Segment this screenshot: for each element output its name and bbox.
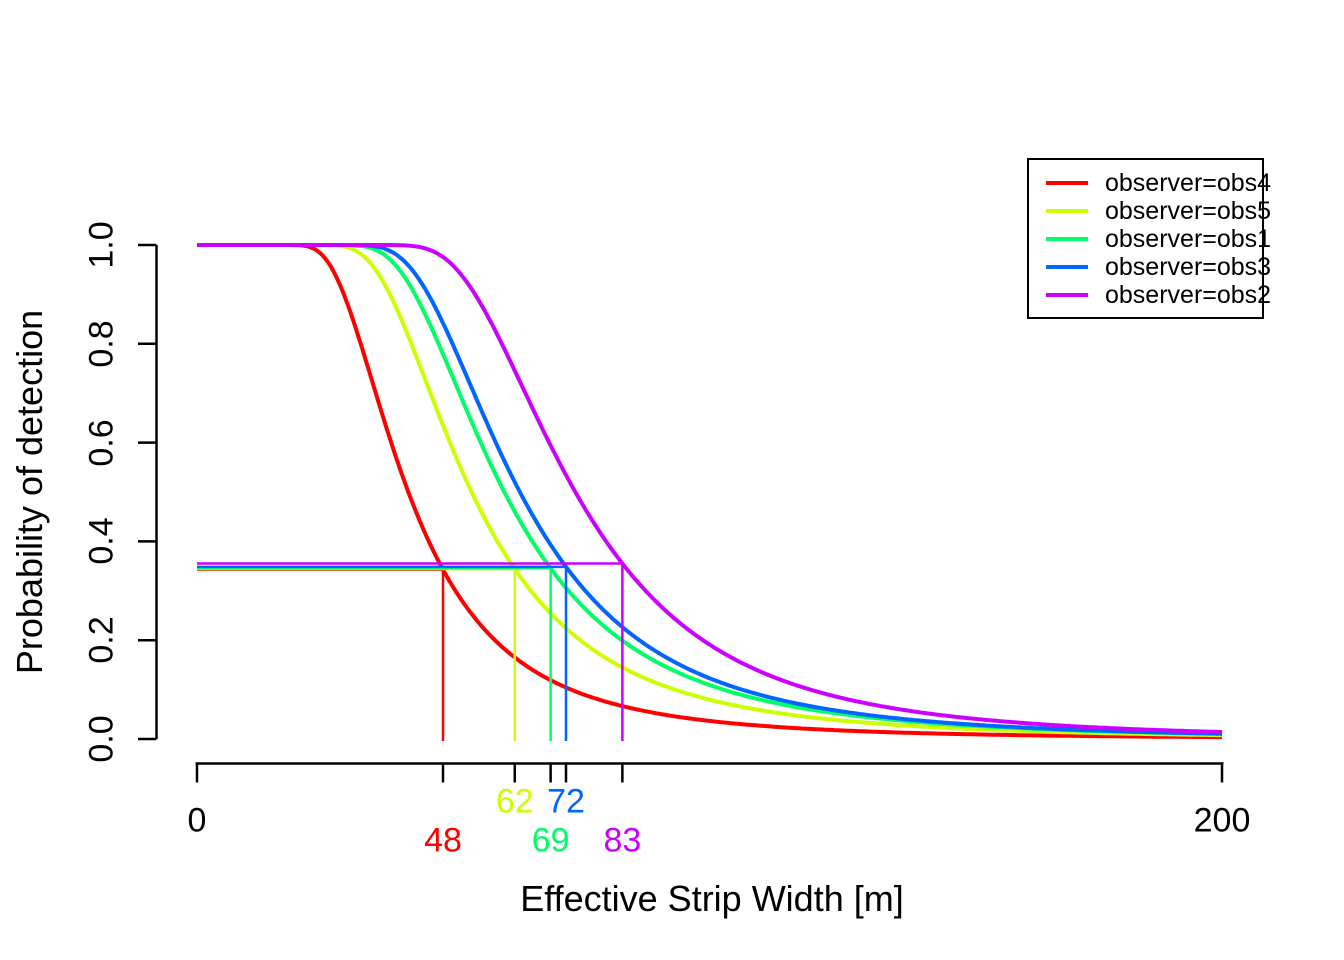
esw-label-obs5: 62 [495, 782, 534, 821]
esw-label-obs4: 48 [424, 821, 462, 860]
legend-line-swatch-obs2 [1046, 292, 1088, 297]
y-axis-title: Probability of detection [9, 309, 50, 675]
detection-curve-4 [197, 243, 1222, 734]
legend-item-obs2: observer=obs2 [1029, 281, 1271, 309]
esw-label-obs3: 72 [547, 782, 585, 821]
y-tick-label-1.0: 1.0 [82, 221, 121, 269]
x-tick-label-200: 200 [1193, 801, 1251, 840]
legend-item-label: observer=obs4 [1105, 168, 1272, 197]
legend-item-label: observer=obs5 [1105, 196, 1272, 225]
esw-label-obs1: 69 [531, 821, 570, 860]
detection-curve-1 [197, 243, 1222, 738]
legend-line-swatch-obs5 [1046, 208, 1088, 213]
detection-curve-0 [197, 243, 1222, 740]
legend-item-label: observer=obs1 [1105, 224, 1272, 253]
legend-item-obs1: observer=obs1 [1029, 225, 1271, 253]
y-tick-label-0.4: 0.4 [82, 517, 121, 566]
legend-line-swatch-obs4 [1046, 180, 1088, 185]
legend-line-swatch-obs3 [1046, 264, 1088, 269]
legend-line-swatch-obs1 [1046, 236, 1088, 241]
y-tick-label-0.8: 0.8 [82, 320, 121, 368]
legend-item-obs5: observer=obs5 [1029, 197, 1271, 225]
esw-label-obs2: 83 [603, 821, 642, 860]
y-tick-label-0.2: 0.2 [82, 616, 121, 664]
legend-item-obs4: observer=obs4 [1029, 169, 1271, 197]
legend: observer=obs4 observer=obs5 observer=obs… [1027, 158, 1271, 319]
legend-item-label: observer=obs2 [1105, 280, 1272, 309]
legend-item-obs3: observer=obs3 [1029, 253, 1271, 281]
legend-item-label: observer=obs3 [1105, 252, 1272, 281]
x-tick-label-0: 0 [187, 801, 207, 840]
y-tick-label-0.6: 0.6 [82, 418, 121, 467]
x-axis-title: Effective Strip Width [m] [520, 878, 904, 919]
y-tick-label-0.0: 0.0 [82, 715, 121, 763]
